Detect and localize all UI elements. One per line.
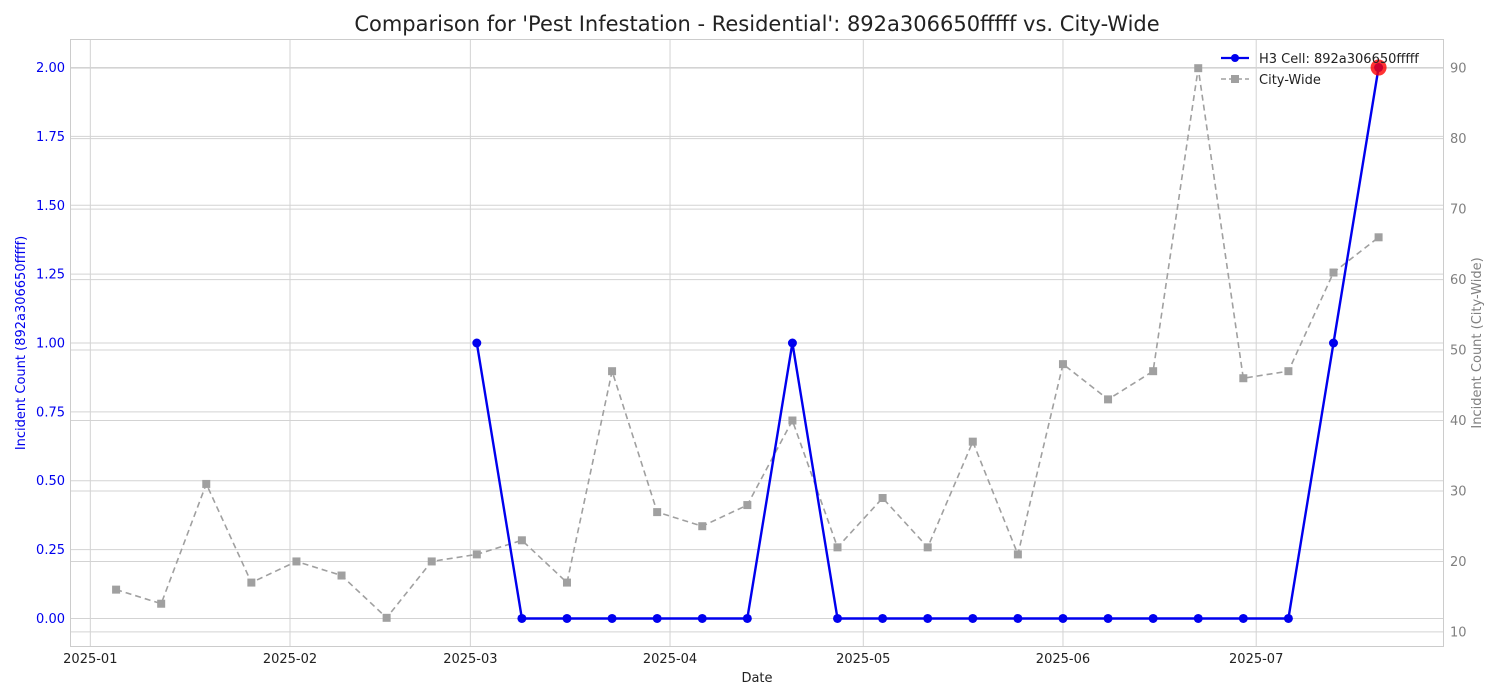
data-point-citywide — [472, 550, 481, 559]
x-tick-label: 2025-05 — [836, 652, 890, 667]
y-right-tick-label: 20 — [1450, 555, 1467, 570]
data-point-citywide — [743, 501, 752, 510]
data-point-citywide — [698, 522, 707, 531]
data-point-h3-cell — [833, 613, 843, 623]
chart-title: Comparison for 'Pest Infestation - Resid… — [354, 12, 1159, 36]
data-point-citywide — [247, 578, 256, 587]
data-point-citywide — [1194, 64, 1203, 73]
data-point-citywide — [337, 571, 346, 580]
y-right-tick-label: 80 — [1450, 132, 1467, 147]
data-point-h3-cell — [1013, 613, 1023, 623]
x-axis-label: Date — [741, 671, 772, 686]
data-point-citywide — [382, 613, 391, 622]
data-point-h3-cell — [787, 338, 797, 348]
data-point-citywide — [427, 557, 436, 566]
plot-frame — [70, 39, 1444, 647]
data-point-h3-cell — [1148, 613, 1158, 623]
y-axis-label-left: Incident Count (892a306650fffff) — [14, 236, 29, 450]
legend: H3 Cell: 892a306650fffff City-Wide — [1221, 52, 1419, 88]
data-point-h3-cell — [742, 613, 752, 623]
y-left-tick-label: 0.50 — [36, 474, 65, 489]
data-point-h3-cell — [652, 613, 662, 623]
y-left-tick-label: 2.00 — [36, 61, 65, 76]
data-point-h3-cell — [1103, 613, 1113, 623]
data-point-citywide — [112, 585, 121, 594]
series-layer — [112, 59, 1387, 623]
data-point-h3-cell — [878, 613, 888, 623]
y-right-tick-label: 50 — [1450, 344, 1467, 359]
highlight-point — [1370, 59, 1387, 76]
data-point-citywide — [968, 437, 977, 446]
data-point-citywide — [923, 543, 932, 552]
legend-label-h3: H3 Cell: 892a306650fffff — [1259, 52, 1419, 67]
data-point-citywide — [1284, 367, 1293, 376]
data-point-h3-cell — [472, 338, 482, 348]
legend-marker-h3 — [1231, 54, 1239, 62]
y-right-tick-label: 40 — [1450, 414, 1467, 429]
y-right-tick-label: 10 — [1450, 625, 1467, 640]
data-point-citywide — [653, 508, 662, 517]
x-tick-label: 2025-03 — [443, 652, 497, 667]
y-right-tick-label: 30 — [1450, 484, 1467, 499]
data-point-h3-cell — [1328, 338, 1338, 348]
y-right-tick-label: 60 — [1450, 273, 1467, 288]
y-right-tick-label: 70 — [1450, 203, 1467, 218]
data-point-citywide — [608, 367, 617, 376]
x-tick-label: 2025-04 — [643, 652, 697, 667]
x-tick-label: 2025-01 — [63, 652, 117, 667]
data-point-h3-cell — [562, 613, 572, 623]
data-point-citywide — [292, 557, 301, 566]
y-left-tick-label: 1.25 — [36, 268, 65, 283]
data-point-citywide — [1239, 374, 1248, 383]
x-tick-label: 2025-06 — [1036, 652, 1090, 667]
data-point-citywide — [833, 543, 842, 552]
data-point-citywide — [878, 494, 887, 503]
data-point-citywide — [517, 536, 526, 545]
data-point-h3-cell — [1283, 613, 1293, 623]
data-point-citywide — [202, 479, 211, 488]
data-point-h3-cell — [923, 613, 933, 623]
data-point-h3-cell — [1193, 613, 1203, 623]
axes: 2025-01 2025-02 2025-03 2025-04 2025-05 2025-… — [36, 61, 1467, 667]
data-point-citywide — [1058, 360, 1067, 369]
x-tick-label: 2025-07 — [1229, 652, 1283, 667]
y-left-tick-label: 0.75 — [36, 405, 65, 420]
data-point-h3-cell — [1238, 613, 1248, 623]
x-tick-label: 2025-02 — [263, 652, 317, 667]
y-axis-label-right: Incident Count (City-Wide) — [1470, 257, 1485, 428]
y-left-tick-label: 1.00 — [36, 337, 65, 352]
data-point-h3-cell — [1058, 613, 1068, 623]
data-point-citywide — [1149, 367, 1158, 376]
data-point-citywide — [1329, 268, 1338, 277]
data-point-citywide — [1104, 395, 1113, 404]
y-left-tick-label: 0.00 — [36, 612, 65, 627]
y-left-tick-label: 1.75 — [36, 130, 65, 145]
legend-marker-citywide — [1231, 75, 1239, 83]
data-point-h3-cell — [697, 613, 707, 623]
y-left-tick-label: 1.50 — [36, 199, 65, 214]
data-point-citywide — [788, 416, 797, 425]
data-point-h3-cell — [607, 613, 617, 623]
data-point-h3-cell — [517, 613, 527, 623]
data-point-citywide — [157, 599, 166, 608]
data-point-h3-cell — [968, 613, 978, 623]
data-point-citywide — [1374, 233, 1383, 242]
legend-label-citywide: City-Wide — [1259, 73, 1321, 88]
y-left-tick-label: 0.25 — [36, 543, 65, 558]
y-right-tick-label: 90 — [1450, 62, 1467, 77]
data-point-citywide — [562, 578, 571, 587]
data-point-citywide — [1013, 550, 1022, 559]
